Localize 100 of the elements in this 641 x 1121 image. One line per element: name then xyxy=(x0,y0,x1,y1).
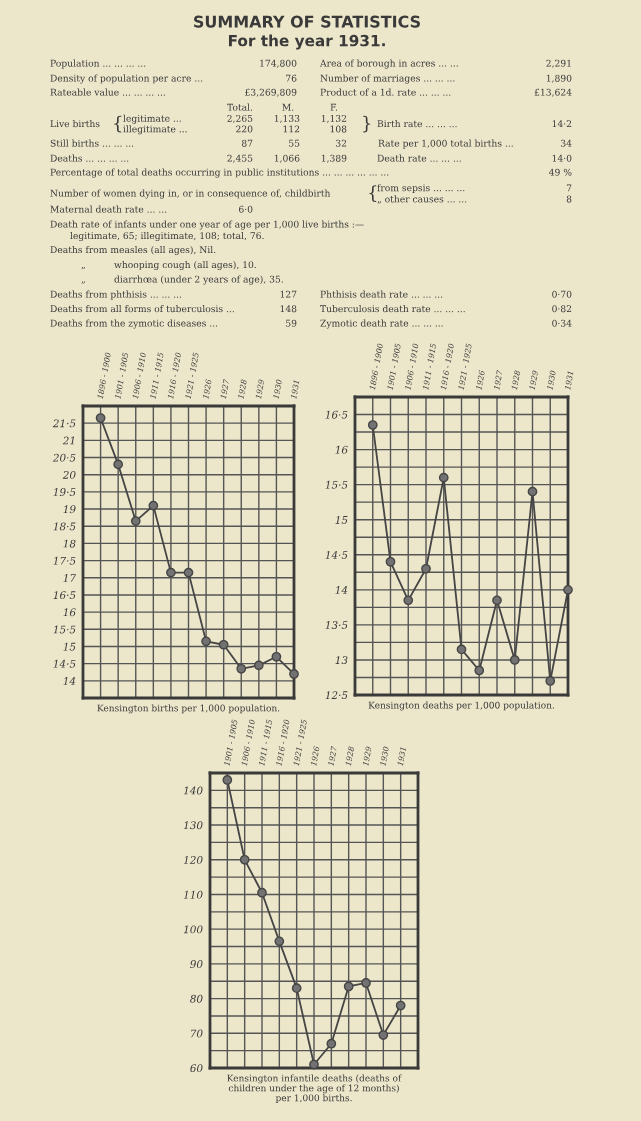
point xyxy=(239,854,250,865)
text: Deaths from measles (all ages), Nil. xyxy=(50,246,216,255)
point xyxy=(403,595,414,606)
text: „ xyxy=(81,267,85,270)
point xyxy=(474,665,485,676)
point xyxy=(257,887,267,898)
y-tick-label: 120 xyxy=(183,855,203,864)
y-tick-label: 14·5 xyxy=(325,550,348,559)
text: legitimate, 65; illegitimate, 108; total, 76. xyxy=(70,232,264,241)
point xyxy=(222,775,233,785)
text: Number of marriages ... ... ... xyxy=(320,74,455,84)
text: Phthisis death rate ... ... ... xyxy=(320,290,443,298)
text: 34 xyxy=(561,139,572,147)
text: Rateable value ... ... ... ... xyxy=(50,88,165,96)
point xyxy=(130,516,141,526)
text: 0·70 xyxy=(552,290,572,298)
y-tick-label: 15·5 xyxy=(325,480,348,489)
y-tick-label: 12·5 xyxy=(325,691,348,700)
point xyxy=(183,567,194,578)
y-tick-label: 14 xyxy=(335,586,348,594)
text: 59 xyxy=(286,319,297,327)
text: Product of a 1d. rate ... ... ... xyxy=(320,88,451,96)
text: Number of women dying in, or in consequence of, childbirth xyxy=(50,189,331,199)
y-tick-label: 19·5 xyxy=(53,488,76,496)
point xyxy=(326,1038,337,1049)
text: 220 xyxy=(236,125,253,133)
text: 49 % xyxy=(548,168,572,176)
y-tick-label: 17·5 xyxy=(53,556,76,565)
y-tick-label: 17 xyxy=(63,573,77,582)
text: Kensington deaths per 1,000 population. xyxy=(368,701,555,711)
text: { xyxy=(114,115,122,133)
text: M. xyxy=(282,103,294,111)
point xyxy=(361,978,371,988)
text: Deaths from phthisis ... ... ... xyxy=(50,290,182,300)
text: £13,624 xyxy=(534,88,572,97)
y-tick-label: 13·5 xyxy=(325,621,348,629)
y-tick-label: 100 xyxy=(183,925,203,934)
text: legitimate ... xyxy=(123,114,181,124)
text: Density of population per acre ... xyxy=(50,74,203,84)
text: Deaths from the zymotic diseases ... xyxy=(50,319,218,329)
text: 1,890 xyxy=(546,74,572,83)
y-tick-label: 16 xyxy=(63,608,76,617)
text: 8 xyxy=(566,195,572,203)
text: 1,132 xyxy=(321,114,347,123)
y-tick-label: 20·5 xyxy=(52,453,76,462)
text: 127 xyxy=(280,290,297,298)
text: £3,269,809 xyxy=(245,88,297,97)
text: 7 xyxy=(566,184,572,192)
text: 0·82 xyxy=(552,305,572,313)
y-tick-label: 18 xyxy=(63,539,76,548)
text: 148 xyxy=(280,305,297,313)
y-tick-label: 90 xyxy=(190,960,203,968)
text: 76 xyxy=(286,74,297,82)
text: Deaths ... ... ... ... xyxy=(50,154,129,162)
point xyxy=(271,651,282,662)
text: whooping cough (all ages), 10. xyxy=(114,261,256,270)
y-tick-label: 21·5 xyxy=(52,419,76,428)
text: } xyxy=(363,115,371,133)
text: 32 xyxy=(336,139,347,147)
point xyxy=(95,413,106,423)
text: For the year 1931. xyxy=(228,34,385,50)
text: Area of borough in acres ... ... xyxy=(319,59,458,69)
y-tick-label: 130 xyxy=(183,821,203,830)
text: 1,066 xyxy=(274,154,300,163)
y-tick-label: 13 xyxy=(335,656,348,665)
point xyxy=(201,636,211,647)
y-tick-label: 140 xyxy=(183,786,203,795)
text: 1,133 xyxy=(274,114,300,123)
point xyxy=(166,567,176,578)
point xyxy=(148,500,159,511)
text: Percentage of total deaths occurring in public institutions ... ... ... ... ... ... xyxy=(50,168,389,178)
y-tick-label: 110 xyxy=(183,890,203,899)
y-tick-label: 19 xyxy=(63,505,76,514)
y-tick-label: 16·5 xyxy=(325,410,348,419)
text: 174,800 xyxy=(260,59,297,68)
point xyxy=(563,584,573,595)
point xyxy=(236,663,247,674)
text: Death rate of infants under one year of age per 1,000 live births :— xyxy=(50,220,364,230)
point xyxy=(309,1059,319,1070)
y-tick-label: 21 xyxy=(62,436,75,445)
y-tick-label: 14·5 xyxy=(53,659,76,668)
point xyxy=(367,420,378,430)
y-tick-label: 15 xyxy=(335,515,348,524)
text: 1,389 xyxy=(321,154,347,163)
text: SUMMARY OF STATISTICS xyxy=(194,15,420,28)
point xyxy=(395,1000,406,1011)
point xyxy=(421,563,431,574)
text: illegitimate ... xyxy=(123,125,187,135)
point xyxy=(291,983,302,994)
text: 14·2 xyxy=(552,120,572,128)
text: Live births xyxy=(50,120,100,128)
text: 2,265 xyxy=(227,114,253,123)
point xyxy=(509,655,520,665)
text: Deaths from all forms of tuberculosis ... xyxy=(50,305,234,313)
text: Population ... ... ... ... xyxy=(50,59,146,69)
y-tick-label: 70 xyxy=(191,1029,203,1038)
text: Total. xyxy=(227,103,253,111)
y-tick-label: 60 xyxy=(190,1064,203,1073)
text: 14·0 xyxy=(552,154,572,162)
y-tick-label: 15·5 xyxy=(53,625,76,634)
